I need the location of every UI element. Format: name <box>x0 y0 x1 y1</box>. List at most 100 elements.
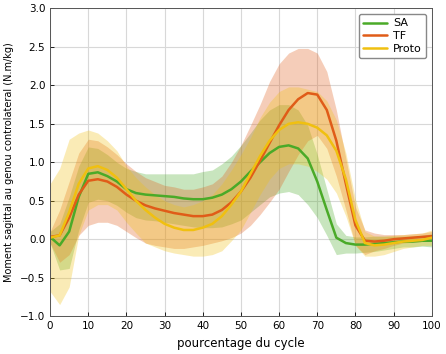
SA <box>257 160 263 164</box>
TF <box>420 235 425 239</box>
TF <box>95 177 100 181</box>
Proto <box>277 128 282 132</box>
SA <box>429 239 434 243</box>
TF <box>429 234 434 238</box>
Proto <box>296 120 301 124</box>
X-axis label: pourcentage du cycle: pourcentage du cycle <box>177 337 305 349</box>
TF <box>353 223 358 228</box>
Proto <box>86 166 91 171</box>
Proto <box>181 228 186 232</box>
SA <box>362 242 368 247</box>
TF <box>343 182 349 186</box>
SA <box>314 179 320 184</box>
TF <box>133 199 139 203</box>
Proto <box>219 214 224 218</box>
TF <box>238 189 244 194</box>
SA <box>200 197 206 201</box>
SA <box>105 174 110 178</box>
TF <box>86 179 91 183</box>
SA <box>334 235 339 240</box>
TF <box>410 235 415 240</box>
TF <box>305 91 310 95</box>
TF <box>277 123 282 127</box>
SA <box>391 240 396 244</box>
TF <box>391 237 396 241</box>
SA <box>66 229 72 234</box>
SA <box>57 243 62 247</box>
SA <box>190 197 196 201</box>
SA <box>114 179 120 184</box>
SA <box>305 156 310 161</box>
Proto <box>238 189 244 194</box>
Proto <box>429 235 434 240</box>
TF <box>286 108 291 112</box>
Proto <box>248 172 253 176</box>
Proto <box>47 235 53 240</box>
TF <box>105 179 110 184</box>
Proto <box>76 182 82 186</box>
Proto <box>267 139 272 143</box>
Proto <box>66 210 72 215</box>
SA <box>229 187 234 192</box>
TF <box>200 214 206 218</box>
TF <box>190 214 196 218</box>
SA <box>95 170 100 175</box>
TF <box>66 216 72 220</box>
SA <box>76 195 82 199</box>
Proto <box>362 241 368 245</box>
SA <box>162 194 167 198</box>
TF <box>248 176 253 180</box>
SA <box>420 239 425 243</box>
Proto <box>410 239 415 243</box>
TF <box>47 235 53 239</box>
TF <box>171 211 177 215</box>
TF <box>314 92 320 97</box>
Proto <box>257 154 263 158</box>
Proto <box>343 177 349 181</box>
SA <box>353 242 358 247</box>
SA <box>210 195 215 200</box>
SA <box>324 208 330 212</box>
TF <box>57 233 62 238</box>
TF <box>334 139 339 143</box>
SA <box>86 172 91 176</box>
SA <box>401 239 406 244</box>
Proto <box>162 222 167 226</box>
Proto <box>153 216 158 220</box>
SA <box>171 195 177 199</box>
Proto <box>200 225 206 230</box>
SA <box>153 193 158 198</box>
TF <box>210 212 215 217</box>
Proto <box>171 225 177 230</box>
Legend: SA, TF, Proto: SA, TF, Proto <box>359 14 426 58</box>
TF <box>181 212 186 217</box>
Proto <box>114 176 120 180</box>
TF <box>124 193 129 197</box>
SA <box>47 235 53 239</box>
Proto <box>143 208 148 212</box>
Proto <box>124 187 129 192</box>
SA <box>381 241 387 245</box>
SA <box>133 191 139 195</box>
SA <box>372 242 377 246</box>
TF <box>219 208 224 212</box>
Proto <box>305 122 310 126</box>
Proto <box>190 228 196 232</box>
SA <box>267 151 272 155</box>
TF <box>114 185 120 189</box>
Proto <box>372 243 377 247</box>
Proto <box>401 239 406 244</box>
Proto <box>57 233 62 238</box>
Proto <box>420 238 425 242</box>
SA <box>219 193 224 197</box>
TF <box>401 236 406 241</box>
Y-axis label: Moment sagittal au genou controlateral (N.m/kg): Moment sagittal au genou controlateral (… <box>4 42 14 282</box>
SA <box>296 146 301 150</box>
Proto <box>334 149 339 153</box>
TF <box>257 159 263 163</box>
Proto <box>133 199 139 203</box>
SA <box>286 143 291 148</box>
SA <box>238 179 244 184</box>
Proto <box>391 241 396 245</box>
Proto <box>381 242 387 247</box>
